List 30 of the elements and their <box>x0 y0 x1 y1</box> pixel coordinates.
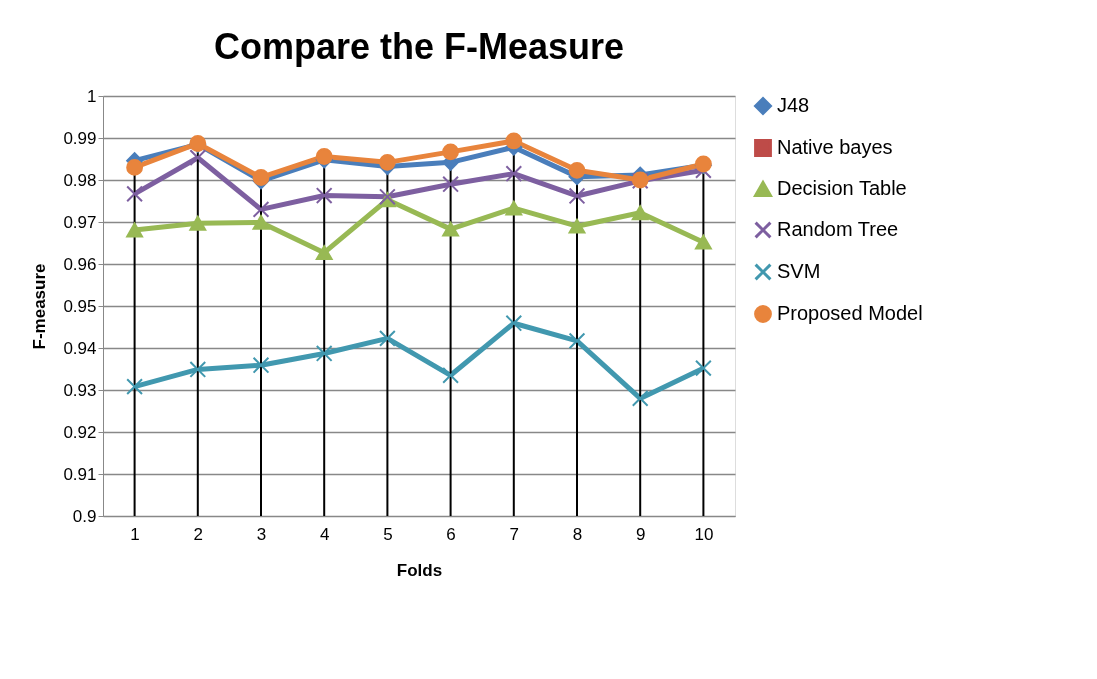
y-tick-label: 0.99 <box>63 128 97 148</box>
legend-label: Decision Table <box>777 177 907 199</box>
legend-label: Native bayes <box>777 136 893 158</box>
x-tick-label: 8 <box>572 524 583 544</box>
y-tick-label: 0.91 <box>63 464 97 484</box>
x-tick-label: 7 <box>509 524 520 544</box>
x-tick-label: 5 <box>383 524 393 544</box>
y-tick-label: 1 <box>87 86 97 106</box>
x-tick-label: 4 <box>319 524 330 544</box>
y-tick-label: 0.94 <box>63 338 97 358</box>
x-tick-label: 6 <box>446 524 456 544</box>
x-tick-label: 9 <box>635 524 646 544</box>
chart-title: Compare the F-Measure <box>213 26 625 67</box>
legend-label: Random Tree <box>777 218 899 240</box>
x-axis-title: Folds <box>396 560 443 580</box>
x-tick-label: 1 <box>130 524 140 544</box>
x-tick-label: 10 <box>694 524 714 544</box>
y-tick-label: 0.97 <box>63 212 97 232</box>
y-tick-label: 0.92 <box>63 422 97 442</box>
legend-label: Proposed Model <box>777 302 923 324</box>
x-tick-label: 2 <box>193 524 204 544</box>
y-tick-label: 0.98 <box>63 170 97 190</box>
legend-label: J48 <box>777 94 810 116</box>
y-tick-label: 0.95 <box>63 296 97 316</box>
y-tick-label: 0.93 <box>63 380 97 400</box>
y-tick-label: 0.96 <box>63 254 97 274</box>
y-tick-label: 0.9 <box>72 506 97 526</box>
legend-label: SVM <box>777 260 821 282</box>
x-tick-label: 3 <box>256 524 267 544</box>
y-axis-title: F-measure <box>30 263 50 350</box>
